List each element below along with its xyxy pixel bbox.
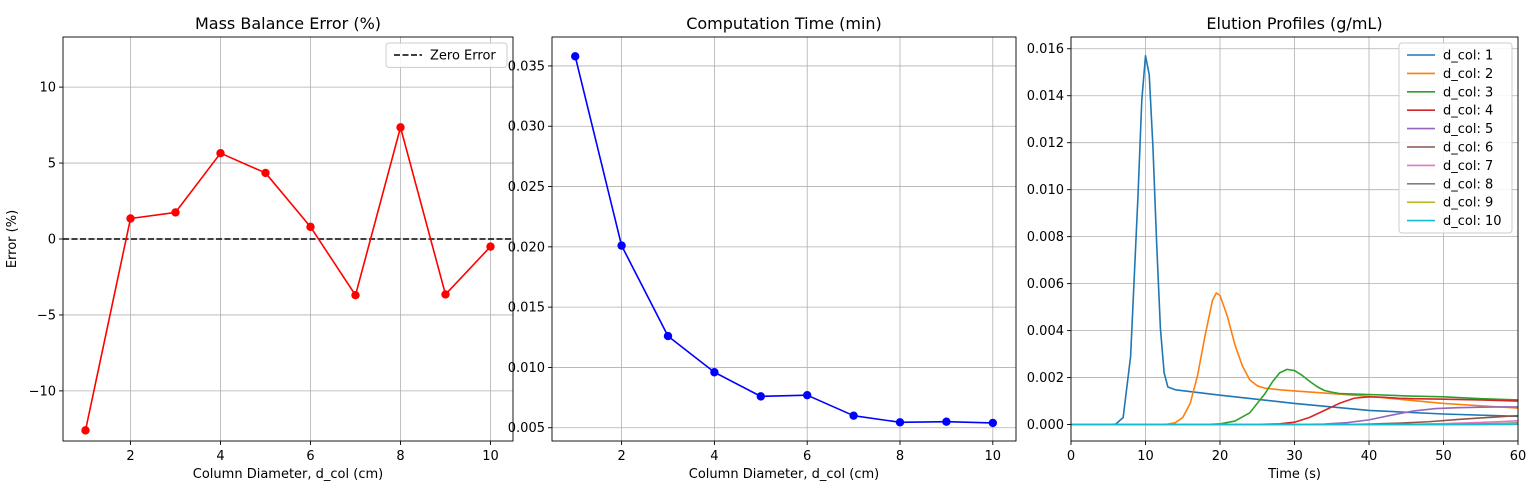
chart-1: 2 4 6 8 10 −10 −5 0 5 10 Mass Balance Error (%) Col… <box>5 14 514 482</box>
y-tick-label: 0.002 <box>1027 371 1064 386</box>
data-point <box>306 222 315 232</box>
data-point <box>171 208 180 217</box>
legend-label: d_col: 7 <box>1443 159 1493 174</box>
y-tick-label: 0.025 <box>508 180 545 195</box>
series-line-1 <box>1071 54 1518 426</box>
chart-2: 2 4 6 8 10 0.005 0.010 0.015 0.020 0.025 0.030 0.03… <box>508 14 1017 482</box>
x-tick-label: 40 <box>1361 449 1378 464</box>
x-tick-label: 4 <box>216 449 224 464</box>
y-axis-label: Error (%) <box>5 210 20 268</box>
data-point <box>756 392 765 401</box>
data-point <box>351 290 360 300</box>
axes-frame <box>551 36 1017 442</box>
y-tick-label: 0.005 <box>508 421 545 436</box>
y-tick-label: 0.010 <box>508 361 545 376</box>
y-tick-label: 0 <box>48 233 56 248</box>
chart-title: Elution Profiles (g/mL) <box>1206 14 1382 33</box>
legend-label: d_col: 6 <box>1443 141 1493 156</box>
x-tick-label: 10 <box>482 449 499 464</box>
data-point <box>710 368 719 377</box>
x-tick-label: 2 <box>617 449 625 464</box>
data-point <box>486 242 495 251</box>
x-tick-label: 8 <box>396 449 404 464</box>
y-tick-label: 10 <box>39 81 56 96</box>
x-tick-label: 6 <box>306 449 314 464</box>
data-point <box>803 390 812 400</box>
data-point <box>849 411 858 420</box>
y-tick-label: 0.015 <box>508 301 545 316</box>
data-point <box>571 52 580 61</box>
series-line-1 <box>84 126 492 431</box>
legend-label: d_col: 8 <box>1443 177 1493 192</box>
data-point <box>942 417 951 426</box>
legend-box <box>1398 42 1513 234</box>
x-axis-label: Time (s) <box>1267 467 1321 482</box>
series-group <box>1071 54 1518 426</box>
x-tick-label: 30 <box>1286 449 1303 464</box>
legend: Zero Error <box>385 42 508 68</box>
chart-title: Computation Time (min) <box>686 14 882 33</box>
legend: d_col: 1 d_col: 2 d_col: 3 d_col: 4 d_col: 5… <box>1398 42 1513 234</box>
x-tick-label: 0 <box>1067 449 1075 464</box>
chart-title: Mass Balance Error (%) <box>195 14 381 33</box>
legend-label: d_col: 1 <box>1443 49 1493 64</box>
legend-label: d_col: 2 <box>1443 67 1493 82</box>
legend-label: d_col: 9 <box>1443 196 1493 211</box>
legend-label: d_col: 3 <box>1443 85 1493 100</box>
x-tick-label: 10 <box>1137 449 1154 464</box>
y-tick-label: 0.010 <box>1027 183 1064 198</box>
x-tick-label: 50 <box>1435 449 1452 464</box>
series-line-2 <box>1071 292 1518 426</box>
y-tick-label: 5 <box>48 157 56 172</box>
y-tick-label: 0.004 <box>1027 324 1064 339</box>
legend-label: d_col: 10 <box>1443 214 1502 229</box>
series-line-1 <box>574 56 993 424</box>
series-group <box>81 123 495 435</box>
x-tick-label: 20 <box>1212 449 1229 464</box>
x-tick-label: 10 <box>985 449 1002 464</box>
y-tick-label: 0.020 <box>508 240 545 255</box>
data-point <box>441 290 450 299</box>
y-tick-label: 0.030 <box>508 120 545 135</box>
data-point <box>663 331 673 341</box>
x-axis-label: Column Diameter, d_col (cm) <box>193 467 383 482</box>
y-tick-label: −5 <box>37 308 56 323</box>
y-tick-label: 0.012 <box>1027 136 1064 151</box>
x-tick-label: 60 <box>1510 449 1527 464</box>
grid <box>552 37 1016 441</box>
series-line-4 <box>1071 396 1518 426</box>
data-point <box>895 418 905 427</box>
x-tick-label: 6 <box>803 449 811 464</box>
data-point <box>988 418 997 428</box>
x-tick-label: 8 <box>896 449 904 464</box>
x-tick-label: 2 <box>126 449 134 464</box>
legend-box <box>385 42 508 68</box>
y-tick-label: 0.008 <box>1027 230 1064 245</box>
data-point <box>261 168 270 178</box>
data-point <box>81 426 90 435</box>
series-group <box>571 52 997 428</box>
data-point <box>396 123 405 132</box>
data-point <box>617 241 626 250</box>
legend-label: Zero Error <box>430 49 496 64</box>
data-point <box>126 214 135 223</box>
y-tick-label: 0.000 <box>1027 418 1064 433</box>
y-tick-label: −10 <box>29 384 56 399</box>
legend-label: d_col: 5 <box>1443 122 1493 137</box>
series-line-3 <box>1071 368 1518 426</box>
x-axis-label: Column Diameter, d_col (cm) <box>689 467 879 482</box>
chart-3: 0 10 20 30 40 50 60 0.000 0.002 0.004 0.006 0.008 0.… <box>1027 14 1526 482</box>
y-tick-label: 0.035 <box>508 59 545 74</box>
y-tick-label: 0.006 <box>1027 277 1064 292</box>
y-tick-label: 0.016 <box>1027 42 1064 57</box>
y-tick-label: 0.014 <box>1027 89 1064 104</box>
data-point <box>216 148 225 158</box>
legend-label: d_col: 4 <box>1443 104 1493 119</box>
x-tick-label: 4 <box>710 449 718 464</box>
